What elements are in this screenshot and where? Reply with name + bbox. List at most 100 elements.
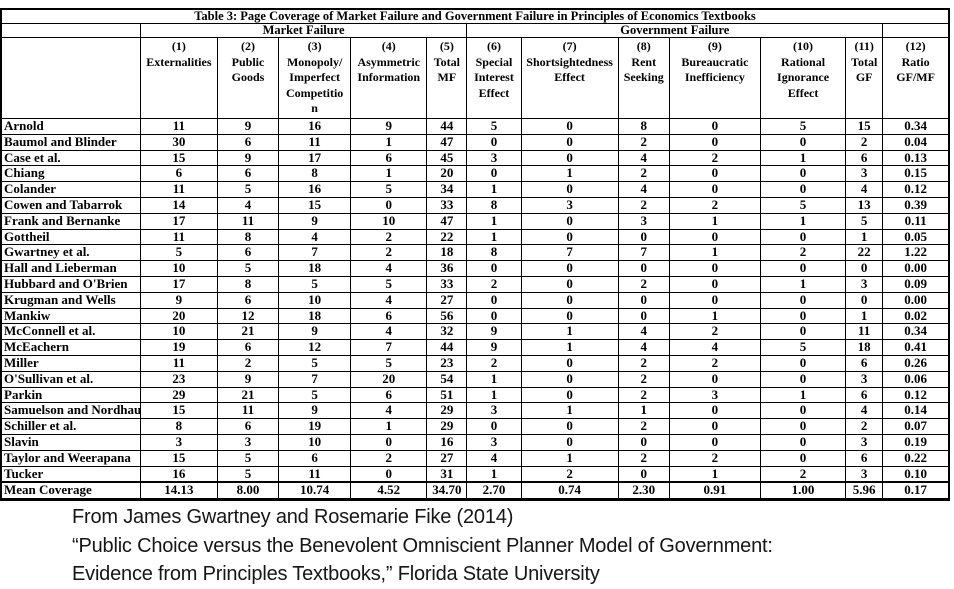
cell-externalities: 17: [139, 212, 218, 230]
cell-special-interest: 4: [466, 449, 522, 467]
cell-shortsightedness: 0: [520, 228, 619, 246]
cell-shortsightedness: 0: [520, 354, 619, 372]
cell-rent-seeking: 7: [617, 244, 670, 262]
cell-bureaucratic-inefficiency: 2: [668, 196, 761, 214]
cell-asymmetric-information: 5: [350, 181, 428, 198]
cell-ratio: 0.04: [882, 133, 950, 151]
cell-shortsightedness: 1: [520, 339, 619, 356]
cell-total-mf: 56: [426, 307, 468, 325]
cell-rational-ignorance: 0: [759, 402, 847, 420]
cell-total-mf: 47: [426, 133, 468, 151]
row-label: McConnell et al.: [0, 323, 141, 341]
cell-public-goods: 5: [216, 181, 280, 198]
cell-externalities: 30: [139, 133, 218, 151]
table-row: Colander 11 5 16 5 34 1 0 4 0 0 4 0.12: [0, 181, 950, 198]
cell-bureaucratic-inefficiency: 2: [668, 354, 761, 372]
cell-ratio: 0.00: [882, 260, 950, 277]
cell-public-goods: 2: [216, 354, 280, 372]
row-label: Tucker: [0, 465, 141, 483]
cell-bureaucratic-inefficiency: 1: [668, 212, 761, 230]
table-row: Cowen and Tabarrok 14 4 15 0 33 8 3 2 2 …: [0, 196, 950, 214]
cell-rational-ignorance: 0: [759, 323, 847, 341]
cell-total-gf: 2: [845, 133, 884, 151]
cell-rent-seeking: 2: [617, 418, 670, 435]
cell-shortsightedness: 7: [520, 244, 619, 262]
col-header-rational-ignorance: (10) Rational Ignorance Effect: [759, 37, 847, 119]
cell-rent-seeking: 0: [617, 465, 670, 483]
cell-public-goods: 6: [216, 133, 280, 151]
cell-rent-seeking: 4: [617, 149, 670, 167]
cell-asymmetric-information: 4: [350, 260, 428, 277]
group-header-row: Market Failure Government Failure: [0, 23, 950, 38]
cell-public-goods: 9: [216, 118, 280, 135]
cell-total-mf: 16: [426, 433, 468, 451]
row-label: Samuelson and Nordhaus: [0, 402, 141, 420]
cell-rational-ignorance: 5: [759, 196, 847, 214]
cell-special-interest: 0: [466, 133, 522, 151]
table-body: Arnold 11 9 16 9 44 5 0 8 0 5 15 0.34 Ba…: [0, 118, 950, 501]
cell-monopoly: 4: [278, 228, 352, 246]
cell-bureaucratic-inefficiency: 0: [668, 133, 761, 151]
table-row: Gwartney et al. 5 6 7 2 18 8 7 7 1 2 22 …: [0, 244, 950, 262]
cell-public-goods: 5: [216, 260, 280, 277]
row-label: Miller: [0, 354, 141, 372]
cell-rational-ignorance: 0: [759, 354, 847, 372]
col-header-total-gf: (11) Total GF: [845, 37, 884, 119]
cell-shortsightedness: 0: [520, 291, 619, 309]
cell-rational-ignorance: 0: [759, 449, 847, 467]
cell-ratio: 0.09: [882, 275, 950, 293]
cell-rent-seeking: 2: [617, 165, 670, 183]
cell-total-gf: 3: [845, 465, 884, 483]
cell-total-mf: 23: [426, 354, 468, 372]
cell-total-mf: 29: [426, 402, 468, 420]
cell-bureaucratic-inefficiency: 2: [668, 449, 761, 467]
cell-ratio: 0.39: [882, 196, 950, 214]
cell-bureaucratic-inefficiency: 3: [668, 386, 761, 404]
cell-rational-ignorance: 1.00: [759, 481, 847, 501]
cell-public-goods: 8: [216, 228, 280, 246]
cell-total-mf: 47: [426, 212, 468, 230]
cell-externalities: 9: [139, 291, 218, 309]
cell-public-goods: 5: [216, 465, 280, 483]
cell-asymmetric-information: 9: [350, 118, 428, 135]
col-header-bureaucratic-inefficiency: (9) Bureaucratic Inefficiency: [668, 37, 761, 119]
cell-externalities: 11: [139, 181, 218, 198]
cell-total-mf: 32: [426, 323, 468, 341]
cell-public-goods: 21: [216, 323, 280, 341]
cell-shortsightedness: 1: [520, 165, 619, 183]
row-label: Slavin: [0, 433, 141, 451]
cell-total-mf: 45: [426, 149, 468, 167]
cell-bureaucratic-inefficiency: 0.91: [668, 481, 761, 501]
cell-asymmetric-information: 1: [350, 133, 428, 151]
cell-monopoly: 16: [278, 181, 352, 198]
cell-total-mf: 36: [426, 260, 468, 277]
cell-externalities: 15: [139, 449, 218, 467]
cell-asymmetric-information: 6: [350, 386, 428, 404]
cell-monopoly: 7: [278, 244, 352, 262]
cell-total-gf: 1: [845, 307, 884, 325]
cell-shortsightedness: 0: [520, 149, 619, 167]
cell-rent-seeking: 0: [617, 433, 670, 451]
cell-shortsightedness: 0: [520, 133, 619, 151]
cell-asymmetric-information: 1: [350, 165, 428, 183]
cell-rational-ignorance: 0: [759, 228, 847, 246]
cell-shortsightedness: 0: [520, 118, 619, 135]
table-row: McEachern 19 6 12 7 44 9 1 4 4 5 18 0.41: [0, 339, 950, 356]
cell-special-interest: 1: [466, 465, 522, 483]
cell-public-goods: 4: [216, 196, 280, 214]
cell-monopoly: 19: [278, 418, 352, 435]
cell-shortsightedness: 1: [520, 323, 619, 341]
cell-rent-seeking: 1: [617, 402, 670, 420]
cell-externalities: 6: [139, 165, 218, 183]
table-row: Chiang 6 6 8 1 20 0 1 2 0 0 3 0.15: [0, 165, 950, 183]
cell-rational-ignorance: 0: [759, 165, 847, 183]
cell-total-mf: 27: [426, 449, 468, 467]
table-row: Tucker 16 5 11 0 31 1 2 0 1 2 3 0.10: [0, 465, 950, 483]
cell-public-goods: 6: [216, 244, 280, 262]
cell-special-interest: 1: [466, 370, 522, 388]
row-label: O'Sullivan et al.: [0, 370, 141, 388]
cell-rational-ignorance: 1: [759, 275, 847, 293]
cell-total-gf: 6: [845, 149, 884, 167]
row-label: Hall and Lieberman: [0, 260, 141, 277]
cell-asymmetric-information: 0: [350, 433, 428, 451]
